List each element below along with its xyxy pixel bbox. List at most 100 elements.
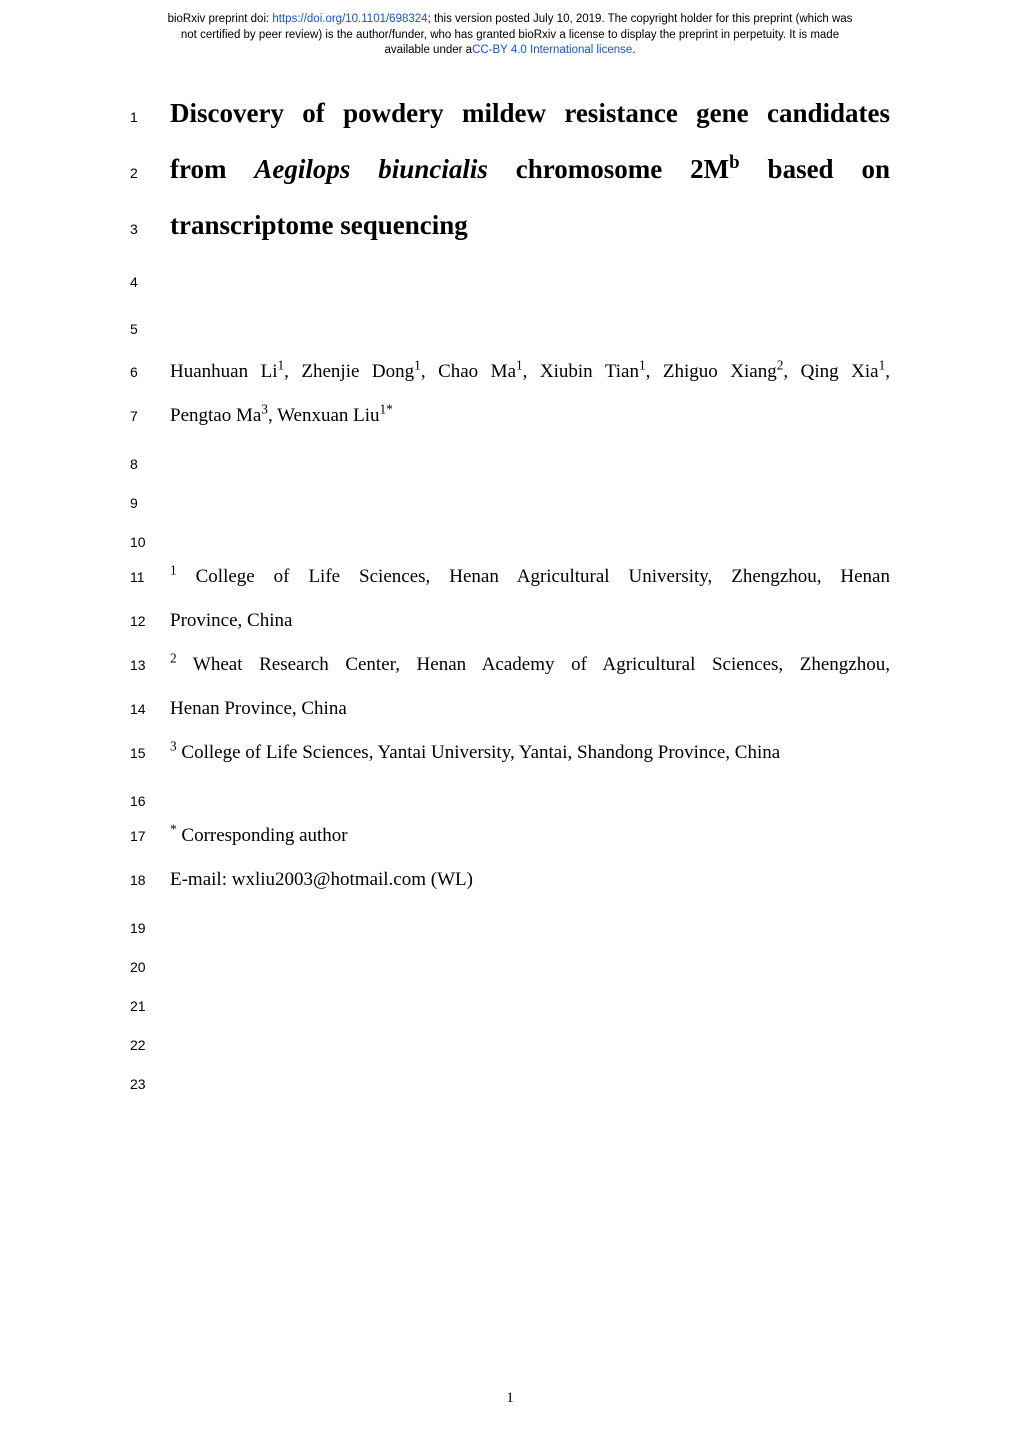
author: , Zhiguo Xiang [646, 361, 777, 382]
affiliation-text: Henan Province, China [170, 699, 890, 718]
title-text: Discovery of powdery mildew resistance g… [170, 100, 890, 127]
page-number: 1 [0, 1390, 1020, 1407]
affiliation-2-line-1: 13 2 Wheat Research Center, Henan Academ… [130, 655, 890, 674]
line-number: 2 [130, 165, 170, 181]
author: , Xiubin Tian [523, 361, 639, 382]
blank [170, 787, 890, 806]
corr-text: * Corresponding author [170, 826, 890, 845]
title-mid: chromosome 2M [488, 154, 729, 184]
line-number: 9 [130, 495, 170, 511]
affil-sup: 1 [639, 358, 646, 373]
line-number: 22 [130, 1037, 170, 1053]
line-number: 13 [130, 657, 170, 673]
blank-line: 8 [130, 450, 890, 472]
title-italic: Aegilops biuncialis [254, 154, 487, 184]
banner-pre: bioRxiv preprint doi: [168, 13, 273, 25]
affiliation-text: Province, China [170, 611, 890, 630]
affiliation-2-line-2: 14 Henan Province, China [130, 699, 890, 718]
title-line-1: 1 Discovery of powdery mildew resistance… [130, 100, 890, 127]
affil-sup: 1 [516, 358, 523, 373]
line-number: 6 [130, 364, 170, 380]
author: , Qing Xia [783, 361, 878, 382]
blank [170, 992, 890, 1011]
title-post: based on [740, 154, 890, 184]
email-text: E-mail: wxliu2003@hotmail.com (WL) [170, 870, 890, 889]
line-number: 14 [130, 701, 170, 717]
affil-sup: 3 [261, 402, 268, 417]
blank-line: 5 [130, 315, 890, 337]
title-pre: from [170, 154, 254, 184]
blank-line: 4 [130, 268, 890, 290]
banner-post: ; this version posted July 10, 2019. The… [428, 13, 853, 25]
corr-star: * [170, 822, 177, 837]
affiliation-1-line-1: 11 1 College of Life Sciences, Henan Agr… [130, 567, 890, 586]
author: Pengtao Ma [170, 405, 261, 426]
blank-line: 23 [130, 1070, 890, 1092]
blank [170, 1070, 890, 1089]
banner-line-1: bioRxiv preprint doi: https://doi.org/10… [0, 12, 1020, 28]
affiliation-1-line-2: 12 Province, China [130, 611, 890, 630]
affil-body: Wheat Research Center, Henan Academy of … [177, 654, 890, 675]
blank-line: 19 [130, 914, 890, 936]
corr-label: Corresponding author [177, 825, 348, 846]
preprint-banner: bioRxiv preprint doi: https://doi.org/10… [0, 12, 1020, 59]
affil-num: 1 [170, 563, 177, 578]
title-sup: b [729, 152, 740, 173]
title-text: from Aegilops biuncialis chromosome 2Mb … [170, 156, 890, 183]
blank [170, 450, 890, 469]
line-number: 16 [130, 793, 170, 809]
author: , Chao Ma [421, 361, 516, 382]
blank [170, 528, 890, 547]
blank-line: 16 [130, 787, 890, 809]
line-number: 11 [130, 569, 170, 585]
authors-line-1: 6 Huanhuan Li1, Zhenjie Dong1, Chao Ma1,… [130, 362, 890, 381]
author: , Wenxuan Liu [268, 405, 380, 426]
doi-link[interactable]: https://doi.org/10.1101/698324 [272, 13, 427, 25]
affil-num: 3 [170, 739, 177, 754]
blank [170, 268, 890, 287]
affiliation-text: 1 College of Life Sciences, Henan Agricu… [170, 567, 890, 586]
email-line: 18 E-mail: wxliu2003@hotmail.com (WL) [130, 870, 890, 889]
blank [170, 489, 890, 508]
affiliation-text: 3 College of Life Sciences, Yantai Unive… [170, 743, 890, 762]
line-number: 1 [130, 109, 170, 125]
blank-line: 20 [130, 953, 890, 975]
line-number: 19 [130, 920, 170, 936]
blank-line: 22 [130, 1031, 890, 1053]
author-comma: , [885, 361, 890, 382]
affil-sup: 1 [414, 358, 421, 373]
author: Huanhuan Li [170, 361, 277, 382]
line-number: 10 [130, 534, 170, 550]
blank [170, 315, 890, 334]
affiliation-text: 2 Wheat Research Center, Henan Academy o… [170, 655, 890, 674]
blank-line: 10 [130, 528, 890, 550]
affil-body: College of Life Sciences, Henan Agricult… [177, 566, 890, 587]
banner-l3-post: . [632, 44, 635, 56]
license-link[interactable]: CC-BY 4.0 International license [472, 44, 632, 56]
banner-line-3: available under aCC-BY 4.0 International… [0, 43, 1020, 59]
title-line-3: 3 transcriptome sequencing [130, 212, 890, 239]
blank [170, 953, 890, 972]
line-number: 18 [130, 872, 170, 888]
author: , Zhenjie Dong [284, 361, 414, 382]
line-number: 21 [130, 998, 170, 1014]
line-number: 8 [130, 456, 170, 472]
line-number: 17 [130, 828, 170, 844]
line-number: 15 [130, 745, 170, 761]
affil-body: College of Life Sciences, Yantai Univers… [177, 742, 781, 763]
banner-l3-pre: available under a [384, 44, 472, 56]
blank-line: 9 [130, 489, 890, 511]
page-content: 1 Discovery of powdery mildew resistance… [130, 100, 890, 1109]
title-text: transcriptome sequencing [170, 212, 890, 239]
affil-num: 2 [170, 651, 177, 666]
line-number: 12 [130, 613, 170, 629]
affiliation-3: 15 3 College of Life Sciences, Yantai Un… [130, 743, 890, 762]
authors-line-2: 7 Pengtao Ma3, Wenxuan Liu1* [130, 406, 890, 425]
authors: Huanhuan Li1, Zhenjie Dong1, Chao Ma1, X… [170, 362, 890, 381]
line-number: 7 [130, 408, 170, 424]
line-number: 23 [130, 1076, 170, 1092]
corresponding-author: 17 * Corresponding author [130, 826, 890, 845]
authors: Pengtao Ma3, Wenxuan Liu1* [170, 406, 890, 425]
line-number: 3 [130, 221, 170, 237]
line-number: 5 [130, 321, 170, 337]
